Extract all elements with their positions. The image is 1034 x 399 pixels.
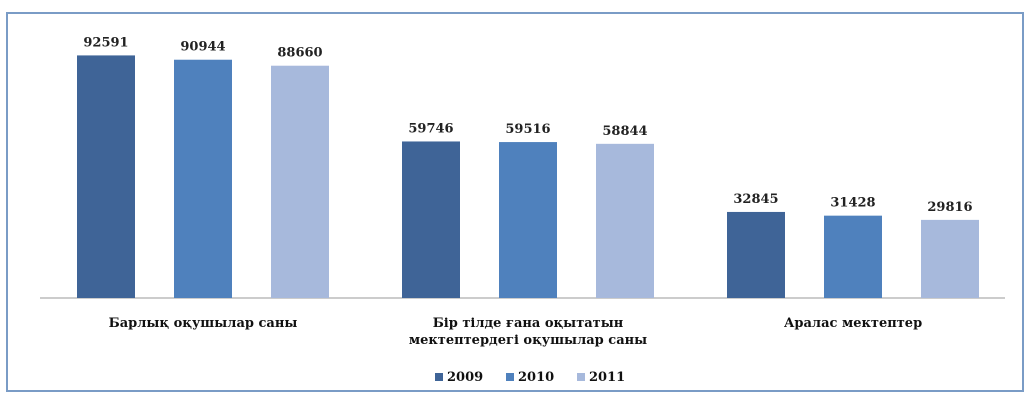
- bar-2011-cat3: [921, 219, 979, 298]
- bar-2009-cat1: [77, 55, 135, 299]
- data-label-2010-cat1: 90944: [180, 40, 225, 55]
- legend-swatch-2011: [577, 373, 585, 381]
- legend-swatch-2010: [506, 373, 514, 381]
- data-label-2011-cat3: 29816: [927, 200, 972, 215]
- bar-2011-cat1: [271, 65, 329, 298]
- legend-swatch-2009: [435, 373, 443, 381]
- data-label-2010-cat3: 31428: [830, 196, 875, 211]
- bar-2010-cat3: [824, 215, 882, 298]
- bar-2010-cat2: [499, 142, 557, 298]
- category-label-3-line1: Аралас мектептер: [784, 316, 922, 331]
- data-label-2010-cat2: 59516: [505, 122, 550, 137]
- data-label-2011-cat1: 88660: [277, 46, 322, 61]
- legend-label-2009: 2009: [447, 370, 483, 385]
- legend-label-2011: 2011: [589, 370, 625, 385]
- data-label-2009-cat3: 32845: [733, 192, 778, 207]
- bar-2010-cat1: [174, 59, 232, 299]
- category-label-2-line1: Бір тілде ғана оқытатын: [433, 316, 624, 331]
- category-label-1-line1: Барлық оқушылар саны: [109, 316, 298, 331]
- bar-2011-cat2: [596, 143, 654, 298]
- bar-2009-cat2: [402, 141, 460, 298]
- category-label-2-line2: мектептердегі оқушылар саны: [409, 333, 647, 348]
- legend-label-2010: 2010: [518, 370, 554, 385]
- data-label-2009-cat1: 92591: [83, 35, 128, 50]
- data-label-2009-cat2: 59746: [408, 121, 453, 136]
- bar-2009-cat3: [727, 211, 785, 298]
- data-label-2011-cat2: 58844: [602, 124, 647, 139]
